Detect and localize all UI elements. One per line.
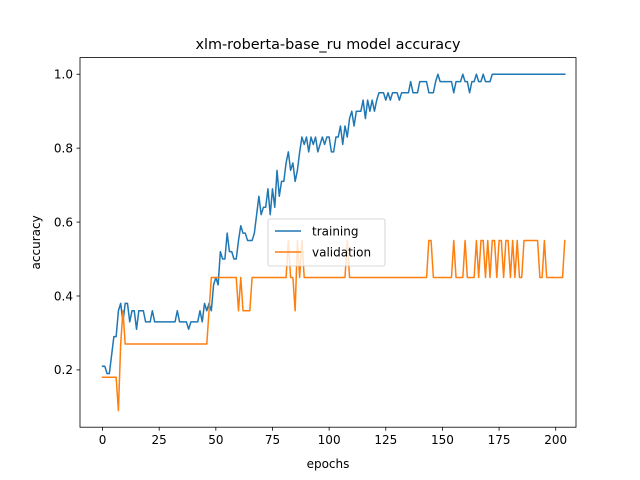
series-lines — [101, 73, 566, 412]
y-axis-label: accuracy — [29, 215, 43, 269]
x-tick-label: 25 — [152, 433, 167, 447]
x-tick-label: 200 — [544, 433, 567, 447]
x-tick-label: 125 — [374, 433, 397, 447]
x-tick-label: 100 — [318, 433, 341, 447]
x-tick-label: 75 — [265, 433, 280, 447]
y-axis-ticks: 0.2 0.4 0.6 0.8 1.0 — [54, 68, 80, 377]
series-line-validation — [101, 239, 566, 412]
plot-frame — [79, 57, 577, 428]
y-tick-label: 0.8 — [54, 141, 73, 155]
x-tick-label: 175 — [488, 433, 511, 447]
y-tick-label: 0.6 — [54, 215, 73, 229]
legend-label-training: training — [312, 224, 359, 238]
legend: training validation — [267, 218, 386, 267]
x-tick-label: 150 — [431, 433, 454, 447]
x-tick-label: 50 — [208, 433, 223, 447]
y-tick-label: 0.2 — [54, 363, 73, 377]
y-tick-label: 0.4 — [54, 289, 73, 303]
x-tick-label: 0 — [99, 433, 107, 447]
chart-title: xlm-roberta-base_ru model accuracy — [195, 37, 461, 53]
series-line-training — [101, 73, 566, 375]
x-axis-label: epochs — [307, 457, 350, 471]
x-axis-ticks: 0 25 50 75 100 125 150 175 200 — [99, 427, 567, 447]
legend-label-validation: validation — [312, 245, 371, 259]
y-tick-label: 1.0 — [54, 68, 73, 82]
